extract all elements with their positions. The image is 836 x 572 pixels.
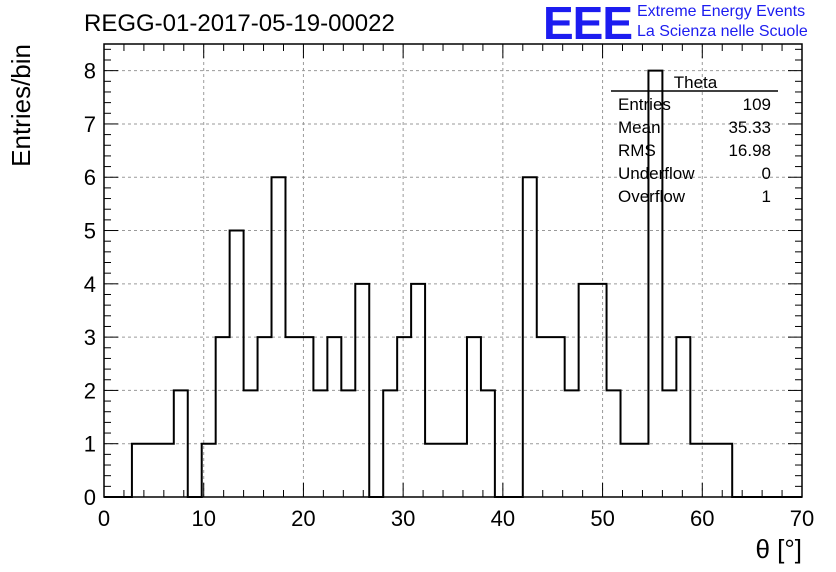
histogram-bin: [537, 337, 551, 497]
x-tick-label: 40: [491, 506, 515, 531]
histogram-bin: [481, 390, 495, 497]
histogram-bin: [355, 284, 369, 497]
stats-row-value: 109: [743, 95, 771, 114]
stats-row-label: Mean: [618, 118, 661, 137]
histogram-bin: [523, 177, 537, 497]
histogram-bin: [285, 337, 299, 497]
logo-caption-line2: La Scienza nelle Scuole: [637, 23, 808, 40]
histogram-bin: [676, 337, 690, 497]
y-tick-label: 5: [84, 219, 96, 244]
stats-row-value: 16.98: [728, 141, 771, 160]
histogram-bin: [551, 337, 565, 497]
histogram-bin: [272, 177, 286, 497]
eee-logo: EEE: [543, 0, 633, 49]
y-tick-label: 3: [84, 325, 96, 350]
histogram-bin: [579, 284, 593, 497]
histogram-bin: [341, 390, 355, 497]
histogram-bin: [593, 284, 607, 497]
histogram-bin: [718, 444, 732, 497]
histogram-bin: [313, 390, 327, 497]
histogram-bin: [146, 444, 160, 497]
y-tick-label: 7: [84, 112, 96, 137]
histogram-bin: [621, 444, 635, 497]
chart-title: REGG-01-2017-05-19-00022: [84, 10, 395, 37]
histogram-bin: [383, 390, 397, 497]
x-tick-label: 20: [291, 506, 315, 531]
stats-row-value: 0: [762, 164, 771, 183]
histogram-bin: [327, 337, 341, 497]
y-tick-label: 2: [84, 378, 96, 403]
histogram-bin: [565, 390, 579, 497]
histogram-bin: [244, 390, 258, 497]
stats-row-value: 1: [762, 187, 771, 206]
x-tick-label: 50: [590, 506, 614, 531]
x-axis-title: θ [°]: [755, 534, 802, 564]
histogram-bin: [132, 444, 146, 497]
y-tick-label: 8: [84, 59, 96, 84]
histogram-bin: [299, 337, 313, 497]
histogram-bin: [607, 390, 621, 497]
histogram-outline: [104, 69, 802, 498]
x-tick-label: 60: [690, 506, 714, 531]
stats-row-label: Entries: [618, 95, 671, 114]
histogram-bin: [160, 444, 174, 497]
histogram-bin: [704, 444, 718, 497]
y-tick-label: 0: [84, 485, 96, 510]
histogram-bin: [216, 337, 230, 497]
y-axis-title: Entries/bin: [6, 44, 36, 167]
stats-row-label: Overflow: [618, 187, 686, 206]
y-tick-label: 1: [84, 432, 96, 457]
stats-box-name: Theta: [674, 73, 718, 92]
histogram-bin: [634, 444, 648, 497]
x-tick-label: 70: [790, 506, 814, 531]
y-tick-label: 6: [84, 165, 96, 190]
x-tick-label: 0: [98, 506, 110, 531]
plot-frame: [103, 43, 803, 498]
x-tick-label: 10: [191, 506, 215, 531]
y-tick-label: 4: [84, 272, 96, 297]
histogram-bin: [411, 284, 425, 497]
histogram-bin: [439, 444, 453, 497]
stats-row-value: 35.33: [728, 118, 771, 137]
logo-caption-line1: Extreme Energy Events: [637, 3, 806, 20]
histogram-bin: [258, 337, 272, 497]
histogram-bin: [174, 390, 188, 497]
histogram-bin: [230, 231, 244, 497]
histogram-bin: [397, 337, 411, 497]
stats-row-label: Underflow: [618, 164, 695, 183]
histogram-bin: [467, 337, 481, 497]
histogram-bin: [662, 390, 676, 497]
histogram-bin: [425, 444, 439, 497]
histogram-bin: [453, 444, 467, 497]
x-tick-label: 30: [391, 506, 415, 531]
stats-row-label: RMS: [618, 141, 656, 160]
